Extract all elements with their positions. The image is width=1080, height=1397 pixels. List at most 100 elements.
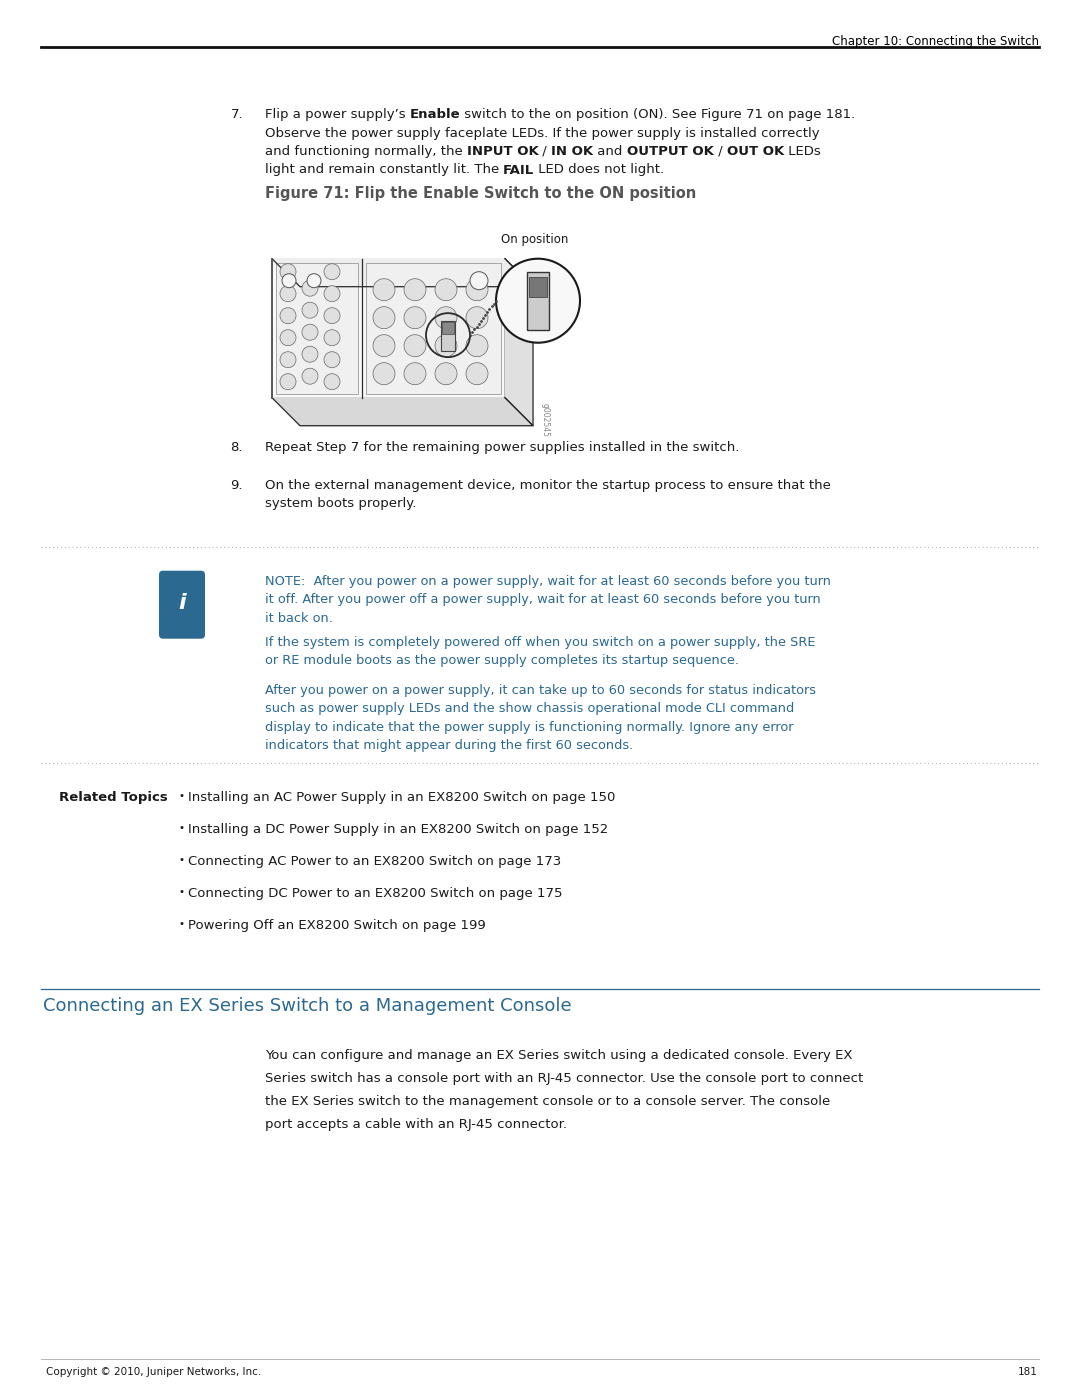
Text: Powering Off an EX8200 Switch on page 199: Powering Off an EX8200 Switch on page 19…: [188, 919, 486, 932]
Polygon shape: [272, 398, 534, 426]
Text: 9.: 9.: [230, 479, 243, 492]
Circle shape: [280, 264, 296, 279]
Text: Enable: Enable: [409, 108, 460, 122]
Circle shape: [404, 363, 426, 384]
Bar: [527, 271, 549, 330]
Bar: [442, 323, 454, 334]
Circle shape: [435, 278, 457, 300]
Text: On: On: [548, 281, 558, 289]
Text: LEDs: LEDs: [784, 145, 821, 158]
Text: Observe the power supply faceplate LEDs. If the power supply is installed correc: Observe the power supply faceplate LEDs.…: [265, 127, 820, 140]
Polygon shape: [505, 258, 534, 426]
Circle shape: [280, 307, 296, 324]
Text: indicators that might appear during the first 60 seconds.: indicators that might appear during the …: [265, 739, 633, 753]
Circle shape: [496, 258, 580, 342]
Text: 7.: 7.: [230, 108, 243, 122]
Text: Series switch has a console port with an RJ-45 connector. Use the console port t: Series switch has a console port with an…: [265, 1073, 863, 1085]
Text: it back on.: it back on.: [265, 612, 333, 624]
Text: Installing an AC Power Supply in an EX8200 Switch on page 150: Installing an AC Power Supply in an EX82…: [188, 791, 616, 805]
Text: /: /: [714, 145, 727, 158]
Circle shape: [404, 307, 426, 328]
Circle shape: [373, 363, 395, 384]
Text: it off. After you power off a power supply, wait for at least 60 seconds before : it off. After you power off a power supp…: [265, 594, 821, 606]
Circle shape: [470, 271, 488, 289]
Circle shape: [324, 352, 340, 367]
Circle shape: [302, 346, 318, 362]
Text: switch to the on position (ON). See Figure 71 on page 181.: switch to the on position (ON). See Figu…: [460, 108, 855, 122]
Circle shape: [435, 335, 457, 356]
Circle shape: [465, 335, 488, 356]
Text: Figure 71: Flip the Enable Switch to the ON position: Figure 71: Flip the Enable Switch to the…: [265, 186, 696, 201]
Text: Connecting AC Power to an EX8200 Switch on page 173: Connecting AC Power to an EX8200 Switch …: [188, 855, 562, 869]
Bar: [529, 277, 546, 296]
Text: such as power supply LEDs and the show chassis operational mode CLI command: such as power supply LEDs and the show c…: [265, 703, 794, 715]
Text: i: i: [178, 592, 186, 613]
Text: INPUT OK: INPUT OK: [467, 145, 538, 158]
Text: 8.: 8.: [230, 440, 243, 454]
Circle shape: [404, 335, 426, 356]
Circle shape: [465, 278, 488, 300]
Text: 181: 181: [1018, 1368, 1038, 1377]
Bar: [272, 258, 505, 398]
Text: •: •: [179, 887, 185, 897]
Circle shape: [280, 330, 296, 345]
Circle shape: [324, 307, 340, 324]
Bar: [276, 263, 357, 394]
Text: and: and: [594, 145, 627, 158]
Text: After you power on a power supply, it can take up to 60 seconds for status indic: After you power on a power supply, it ca…: [265, 685, 815, 697]
Circle shape: [324, 264, 340, 279]
Text: •: •: [179, 855, 185, 865]
Circle shape: [324, 286, 340, 302]
Text: Connecting DC Power to an EX8200 Switch on page 175: Connecting DC Power to an EX8200 Switch …: [188, 887, 563, 901]
Bar: [441, 321, 455, 351]
Circle shape: [324, 330, 340, 345]
Text: Chapter 10: Connecting the Switch: Chapter 10: Connecting the Switch: [832, 35, 1039, 47]
Circle shape: [435, 307, 457, 328]
Text: OUT OK: OUT OK: [727, 145, 784, 158]
Text: and functioning normally, the: and functioning normally, the: [265, 145, 467, 158]
Polygon shape: [272, 258, 534, 286]
Text: •: •: [179, 919, 185, 929]
Text: port accepts a cable with an RJ-45 connector.: port accepts a cable with an RJ-45 conne…: [265, 1119, 567, 1132]
Text: OUTPUT OK: OUTPUT OK: [627, 145, 714, 158]
Text: system boots properly.: system boots properly.: [265, 497, 416, 510]
Text: If the system is completely powered off when you switch on a power supply, the S: If the system is completely powered off …: [265, 636, 815, 648]
Text: Copyright © 2010, Juniper Networks, Inc.: Copyright © 2010, Juniper Networks, Inc.: [46, 1368, 261, 1377]
Text: Repeat Step 7 for the remaining power supplies installed in the switch.: Repeat Step 7 for the remaining power su…: [265, 440, 739, 454]
Circle shape: [307, 274, 321, 288]
Text: FAIL: FAIL: [503, 163, 535, 176]
Text: IN OK: IN OK: [552, 145, 594, 158]
Bar: [366, 263, 501, 394]
Text: •: •: [179, 791, 185, 802]
Circle shape: [373, 278, 395, 300]
Text: /: /: [538, 145, 552, 158]
Circle shape: [302, 281, 318, 296]
Circle shape: [435, 363, 457, 384]
Text: the EX Series switch to the management console or to a console server. The conso: the EX Series switch to the management c…: [265, 1095, 829, 1108]
Text: or RE module boots as the power supply completes its startup sequence.: or RE module boots as the power supply c…: [265, 654, 739, 668]
Text: LED does not light.: LED does not light.: [535, 163, 664, 176]
Circle shape: [302, 302, 318, 319]
Text: Installing a DC Power Supply in an EX8200 Switch on page 152: Installing a DC Power Supply in an EX820…: [188, 823, 608, 837]
Circle shape: [465, 307, 488, 328]
Circle shape: [324, 374, 340, 390]
Circle shape: [282, 274, 296, 288]
Text: On position: On position: [501, 233, 569, 246]
Text: Related Topics: Related Topics: [59, 791, 168, 805]
Text: g002545: g002545: [540, 402, 550, 437]
Text: NOTE:  After you power on a power supply, wait for at least 60 seconds before yo: NOTE: After you power on a power supply,…: [265, 574, 831, 588]
Text: Flip a power supply’s: Flip a power supply’s: [265, 108, 409, 122]
Circle shape: [404, 278, 426, 300]
Text: Connecting an EX Series Switch to a Management Console: Connecting an EX Series Switch to a Mana…: [43, 997, 571, 1016]
Circle shape: [280, 374, 296, 390]
Text: •: •: [179, 823, 185, 834]
Circle shape: [280, 352, 296, 367]
Circle shape: [280, 286, 296, 302]
Text: You can configure and manage an EX Series switch using a dedicated console. Ever: You can configure and manage an EX Serie…: [265, 1049, 852, 1062]
Circle shape: [373, 335, 395, 356]
Circle shape: [465, 363, 488, 384]
FancyBboxPatch shape: [159, 571, 205, 638]
Circle shape: [373, 307, 395, 328]
Text: light and remain constantly lit. The: light and remain constantly lit. The: [265, 163, 503, 176]
Text: On the external management device, monitor the startup process to ensure that th: On the external management device, monit…: [265, 479, 831, 492]
